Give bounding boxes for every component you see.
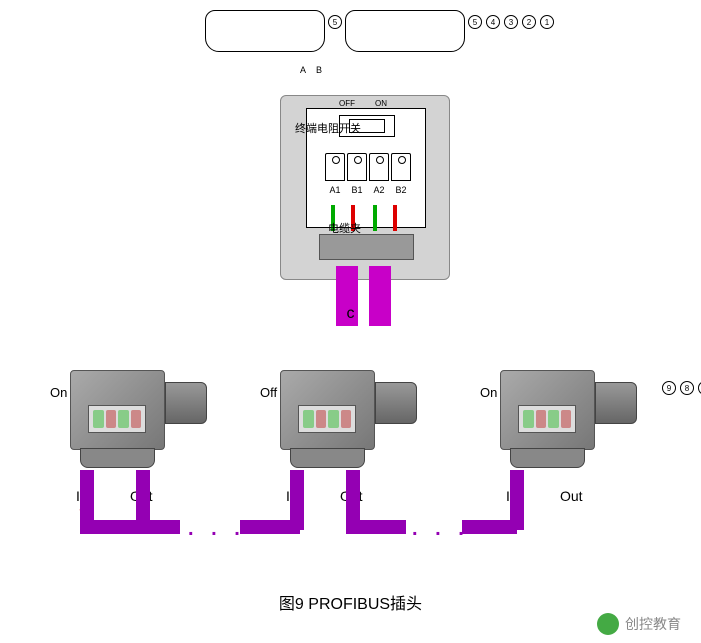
label-b: B xyxy=(316,65,322,75)
terminal-row xyxy=(325,153,411,181)
wire-b2 xyxy=(393,205,397,231)
bus-segment xyxy=(136,470,150,520)
switch-side-label: 终端电阻开关 xyxy=(295,120,361,136)
clamp-side-label: 电缆夹 xyxy=(328,220,361,236)
bus-segment xyxy=(346,520,406,534)
top-diagram: 54321 9876 54321 9876 A B OFF ON A1B1A2B… xyxy=(170,10,500,310)
switch-off-label: OFF xyxy=(339,99,355,108)
bus-segment xyxy=(462,520,517,534)
wire-a2 xyxy=(373,205,377,231)
plug-1 xyxy=(70,370,210,465)
dsub-left: 54321 9876 xyxy=(205,10,325,52)
footer: 创控教育 xyxy=(597,613,681,635)
bottom-diagram: On ➤ In Out ➤ Off ➤ In Out ➤ On ➤ In xyxy=(30,370,670,570)
plug-3 xyxy=(500,370,640,465)
plug-2 xyxy=(280,370,420,465)
switch-label-1: On xyxy=(50,385,67,400)
figure-caption: 图9 PROFIBUS插头 xyxy=(0,590,701,614)
dsub-right: 54321 9876 xyxy=(345,10,465,52)
switch-on-label: ON xyxy=(375,99,387,108)
switch-label-2: Off xyxy=(260,385,277,400)
bus-segment xyxy=(510,470,524,530)
sub-label-c: c xyxy=(0,305,701,323)
dsub-pair: 54321 9876 54321 9876 xyxy=(170,10,500,52)
footer-icon xyxy=(597,613,619,635)
bus-segment xyxy=(80,520,180,534)
bus-segment xyxy=(290,470,304,530)
connector-3: On ➤ In Out ➤ xyxy=(480,370,655,500)
terminal-labels: A1B1A2B2 xyxy=(325,185,411,195)
footer-text: 创控教育 xyxy=(625,614,681,634)
cable-clamp xyxy=(319,234,414,260)
switch-label-3: On xyxy=(480,385,497,400)
label-a: A xyxy=(300,65,306,75)
bus-dots: . . . xyxy=(188,518,246,541)
out-label-3: Out xyxy=(560,488,583,504)
